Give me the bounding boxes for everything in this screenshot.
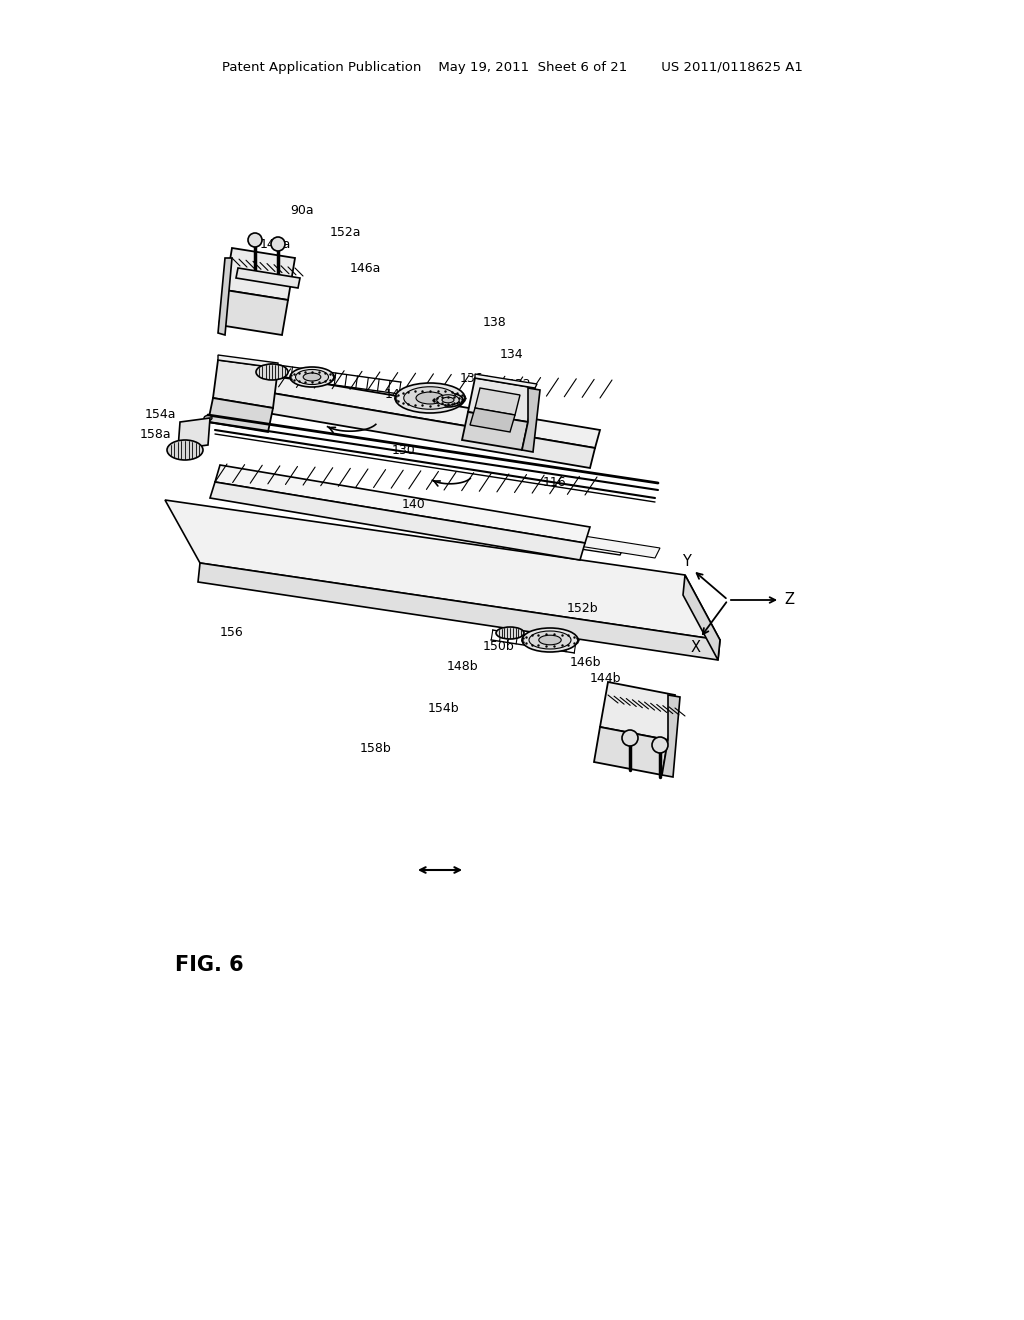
Ellipse shape	[529, 631, 571, 649]
Ellipse shape	[433, 393, 463, 407]
Text: 154a: 154a	[145, 408, 176, 421]
Polygon shape	[208, 399, 273, 432]
Polygon shape	[215, 368, 234, 411]
Ellipse shape	[539, 635, 561, 644]
Ellipse shape	[303, 374, 321, 381]
Text: 154b: 154b	[428, 701, 460, 714]
Circle shape	[248, 234, 262, 247]
Text: 144a: 144a	[260, 239, 292, 252]
Text: X: X	[691, 640, 701, 656]
Polygon shape	[662, 696, 680, 777]
Polygon shape	[165, 500, 720, 640]
Polygon shape	[683, 576, 720, 660]
Text: 150a: 150a	[262, 265, 294, 279]
Polygon shape	[470, 408, 515, 432]
Ellipse shape	[167, 440, 203, 459]
Polygon shape	[522, 388, 540, 451]
Polygon shape	[475, 388, 520, 414]
Ellipse shape	[403, 387, 457, 409]
Polygon shape	[198, 564, 720, 660]
Polygon shape	[218, 355, 278, 368]
Ellipse shape	[522, 628, 578, 652]
Text: 90b: 90b	[643, 747, 667, 759]
Ellipse shape	[256, 364, 288, 380]
Text: 140: 140	[402, 499, 426, 511]
Polygon shape	[275, 488, 660, 558]
Polygon shape	[600, 682, 675, 741]
Text: 134: 134	[500, 348, 523, 362]
Text: 146b: 146b	[570, 656, 601, 668]
Text: Z: Z	[784, 593, 794, 607]
Ellipse shape	[204, 416, 212, 421]
Text: 144b: 144b	[590, 672, 622, 685]
Ellipse shape	[395, 383, 465, 413]
Text: 158a: 158a	[140, 429, 172, 441]
Ellipse shape	[290, 367, 334, 387]
Text: 116: 116	[543, 475, 566, 488]
Text: 142: 142	[385, 388, 409, 401]
Polygon shape	[219, 290, 288, 335]
Text: 158b: 158b	[360, 742, 392, 755]
Text: 138: 138	[483, 315, 507, 329]
Polygon shape	[213, 360, 278, 408]
Polygon shape	[218, 257, 232, 335]
Polygon shape	[225, 484, 625, 554]
Text: 150b: 150b	[483, 640, 515, 653]
Text: 148b: 148b	[447, 660, 478, 673]
Polygon shape	[594, 727, 668, 775]
Ellipse shape	[296, 370, 329, 384]
Polygon shape	[236, 268, 300, 288]
Polygon shape	[225, 248, 295, 300]
Text: Patent Application Publication    May 19, 2011  Sheet 6 of 21        US 2011/011: Patent Application Publication May 19, 2…	[221, 62, 803, 74]
Text: 136: 136	[460, 371, 483, 384]
Circle shape	[622, 730, 638, 746]
Text: 130: 130	[392, 444, 416, 457]
Ellipse shape	[416, 392, 444, 404]
Polygon shape	[462, 412, 528, 450]
Polygon shape	[220, 385, 595, 469]
Text: 156: 156	[220, 626, 244, 639]
Ellipse shape	[496, 627, 524, 639]
Circle shape	[271, 238, 285, 251]
Polygon shape	[475, 374, 537, 388]
Polygon shape	[215, 465, 590, 543]
Text: FIG. 6: FIG. 6	[175, 954, 244, 975]
Polygon shape	[468, 378, 535, 422]
Ellipse shape	[437, 395, 459, 405]
Polygon shape	[210, 482, 585, 560]
Text: 146a: 146a	[350, 261, 381, 275]
Text: 152b: 152b	[567, 602, 599, 615]
Polygon shape	[225, 368, 600, 447]
Text: 90a: 90a	[290, 203, 313, 216]
Text: Y: Y	[682, 554, 690, 569]
Text: 132: 132	[508, 379, 531, 392]
Text: 152a: 152a	[330, 226, 361, 239]
Circle shape	[652, 737, 668, 752]
Text: 148a: 148a	[228, 301, 259, 314]
Ellipse shape	[442, 397, 454, 403]
Polygon shape	[178, 418, 210, 449]
